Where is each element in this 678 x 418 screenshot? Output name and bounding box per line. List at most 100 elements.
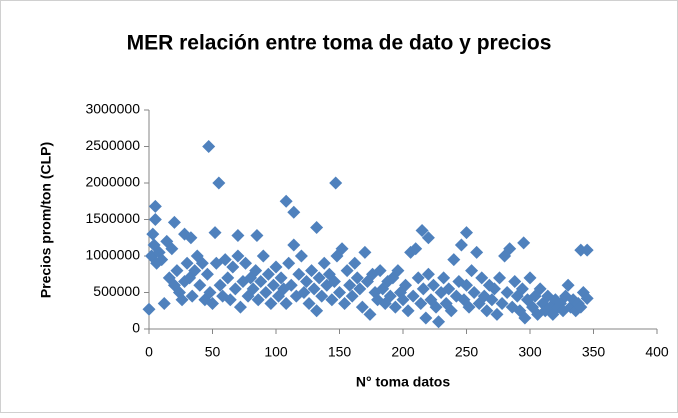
point xyxy=(411,271,425,285)
point xyxy=(305,264,319,278)
point xyxy=(287,205,301,219)
x-tick-label: 400 xyxy=(645,344,669,360)
point xyxy=(249,264,263,278)
point xyxy=(226,260,240,274)
point xyxy=(292,267,306,281)
point xyxy=(561,278,575,292)
point xyxy=(212,176,226,190)
point xyxy=(485,293,499,307)
point xyxy=(206,296,219,310)
point xyxy=(251,293,265,307)
point xyxy=(297,286,311,299)
point xyxy=(279,296,293,310)
point xyxy=(202,140,216,153)
point xyxy=(228,282,242,296)
point xyxy=(480,304,494,318)
point xyxy=(310,304,324,318)
point xyxy=(259,286,273,299)
point xyxy=(250,229,264,243)
point xyxy=(239,256,253,270)
x-axis-label: N° toma datos xyxy=(356,374,450,390)
x-tick-label: 50 xyxy=(205,344,221,360)
point xyxy=(317,256,331,270)
point xyxy=(327,275,341,289)
point xyxy=(146,227,160,241)
point xyxy=(475,271,489,285)
point xyxy=(487,282,501,296)
point xyxy=(167,215,181,229)
point xyxy=(142,302,156,316)
point xyxy=(493,271,507,285)
point xyxy=(416,282,430,296)
point xyxy=(533,282,547,296)
point xyxy=(221,271,235,285)
point xyxy=(467,286,481,299)
point xyxy=(460,226,473,240)
point xyxy=(246,282,260,296)
x-tick-label: 250 xyxy=(455,344,479,360)
point xyxy=(155,253,169,267)
point xyxy=(170,264,184,278)
point xyxy=(333,286,346,299)
point xyxy=(165,242,179,256)
point xyxy=(353,282,367,296)
y-tick-label: 0 xyxy=(132,320,140,336)
point xyxy=(266,278,280,292)
point xyxy=(399,278,413,292)
y-tick-label: 1500000 xyxy=(85,210,140,226)
point xyxy=(432,315,446,329)
point xyxy=(231,249,245,263)
point xyxy=(409,242,423,256)
point xyxy=(348,256,362,270)
point xyxy=(148,213,162,226)
point xyxy=(302,296,316,310)
point xyxy=(350,271,364,285)
point xyxy=(358,245,372,259)
y-axis-label: Precios prom/ton (CLP) xyxy=(38,142,54,298)
point xyxy=(421,231,435,245)
point xyxy=(233,300,247,314)
point xyxy=(193,278,207,292)
point xyxy=(218,253,232,267)
y-tick-label: 500000 xyxy=(93,283,140,299)
point xyxy=(495,296,509,310)
point xyxy=(429,300,443,314)
point xyxy=(396,293,410,307)
x-tick-label: 0 xyxy=(145,344,153,360)
point xyxy=(294,249,308,263)
point xyxy=(195,256,209,270)
point xyxy=(419,311,433,325)
point xyxy=(279,194,293,208)
point xyxy=(184,231,198,245)
point xyxy=(315,289,329,303)
point xyxy=(388,300,402,314)
point xyxy=(415,223,429,237)
point xyxy=(157,296,171,310)
point xyxy=(180,256,194,270)
point xyxy=(325,293,339,307)
point xyxy=(406,289,420,303)
point xyxy=(231,229,245,243)
point xyxy=(148,199,162,213)
point xyxy=(401,304,415,318)
point xyxy=(515,282,529,296)
point xyxy=(580,291,594,305)
point xyxy=(287,238,301,252)
point xyxy=(490,307,504,321)
point xyxy=(208,226,222,240)
point xyxy=(175,293,189,307)
x-tick-label: 100 xyxy=(264,344,288,360)
point xyxy=(329,176,343,190)
point xyxy=(299,275,313,289)
point xyxy=(508,275,522,289)
point xyxy=(523,271,537,285)
point xyxy=(213,278,227,292)
point xyxy=(185,289,199,303)
point xyxy=(414,296,428,310)
point xyxy=(200,267,214,281)
point xyxy=(426,278,440,292)
point xyxy=(355,300,369,314)
point xyxy=(462,300,476,314)
point xyxy=(345,289,359,303)
